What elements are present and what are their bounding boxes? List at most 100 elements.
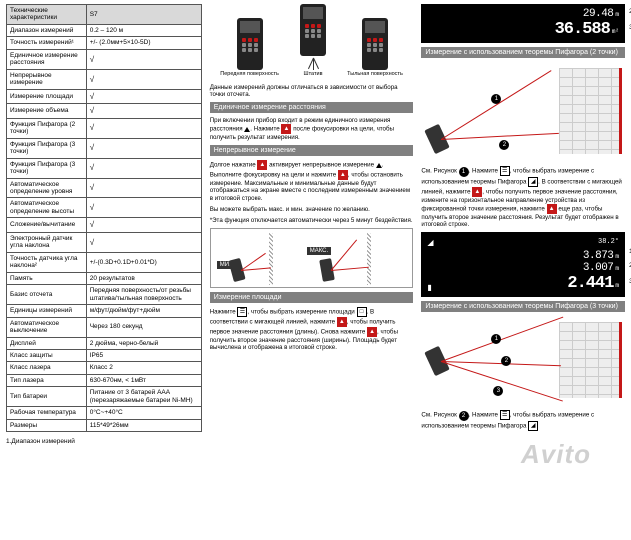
spec-row-label: Автоматическое определение высоты: [7, 198, 87, 218]
spec-row-label: Диапазон измерений: [7, 24, 87, 36]
text: См. Рисунок: [421, 168, 457, 175]
spec-row-label: Измерение объема: [7, 104, 87, 118]
max-caption: МАКС.: [307, 247, 331, 255]
spec-row-label: Рабочая температура: [7, 407, 87, 419]
measure-button-icon: ▲: [472, 187, 482, 197]
text: Нажмите: [210, 309, 236, 316]
pyth2-para: См. Рисунок 1. Нажмите ☰, чтобы выбрать …: [421, 166, 625, 228]
spec-row-label: Функция Пифагора (2 точки): [7, 118, 87, 138]
mode-button-icon: ☰: [500, 410, 510, 420]
spec-row-value: 0°C~+40°C: [86, 407, 201, 419]
lcd-value: 3.873: [583, 250, 614, 262]
spec-row-value: 0.2 – 120 м: [86, 24, 201, 36]
spec-row-label: Точность датчика угла наклона²: [7, 252, 87, 272]
point-badge: 1: [491, 334, 501, 344]
lcd-value: 3.007: [583, 262, 614, 274]
spec-row-label: Память: [7, 272, 87, 284]
spec-row-label: Единичное измерение расстояния: [7, 49, 87, 69]
spec-row-value: 115*49*26мм: [86, 419, 201, 431]
point-badge: 2: [499, 140, 509, 150]
measure-button-icon: ▲: [367, 327, 377, 337]
spec-row-value: [86, 118, 201, 138]
min-max-illustration: МИН. МАКС.: [210, 228, 414, 288]
unit: m: [615, 11, 619, 18]
section-title: Измерение с использованием теоремы Пифаг…: [421, 301, 625, 312]
spec-row-label: Класс лазера: [7, 362, 87, 374]
spec-row-value: [86, 49, 201, 69]
text: Долгое нажатие: [210, 162, 256, 169]
measure-button-icon: ▲: [337, 317, 347, 327]
pyth-icon: ◢: [528, 177, 538, 187]
figure-ref-badge: 2: [459, 411, 469, 421]
figure-ref-badge: 1: [459, 167, 469, 177]
spec-table: Технические характеристики S7 Диапазон и…: [6, 4, 202, 432]
spec-row-label: Тип батареи: [7, 387, 87, 407]
spec-row-label: Единицы измерений: [7, 305, 87, 317]
pyth-icon: ◢: [528, 421, 538, 431]
spec-row-value: [86, 232, 201, 252]
lcd-value: 36.588: [555, 20, 610, 39]
section-title: Непрерывное измерение: [210, 145, 414, 156]
spec-row-label: Дисплей: [7, 337, 87, 349]
spec-row-label: Непрерывное измерение: [7, 69, 87, 89]
lcd-value: 2.441: [567, 274, 613, 293]
spec-row-label: Электронный датчик угла наклона: [7, 232, 87, 252]
spec-row-value: [86, 218, 201, 232]
sec2-para2: Вы можете выбрать макс. и мин. значение …: [210, 206, 414, 213]
middle-column: Передняя поверхность Штатив: [210, 4, 414, 445]
measure-button-icon: ▲: [547, 204, 557, 214]
spec-footnote: 1.Диапазон измерений: [6, 438, 202, 445]
spec-row-value: Класс 2: [86, 362, 201, 374]
sec2-note: *Эта функция отключается автоматически ч…: [210, 217, 414, 224]
spec-row-value: [86, 104, 201, 118]
measure-button-icon: ▲: [338, 170, 348, 180]
device-icon: [237, 18, 263, 70]
device-icon: [362, 18, 388, 70]
single-measure-icon: [244, 127, 250, 132]
sec1-para: При включении прибор входит в режим един…: [210, 117, 414, 141]
spec-row-label: Измерение площади: [7, 89, 87, 103]
spec-row-value: Через 180 секунд: [86, 317, 201, 337]
measure-button-icon: ▲: [257, 160, 267, 170]
spec-row-label: Базис отсчета: [7, 285, 87, 305]
spec-row-value: 20 результатов: [86, 272, 201, 284]
device-basis-row: Передняя поверхность Штатив: [210, 4, 414, 78]
spec-row-label: Функция Пифагора (3 точки): [7, 138, 87, 158]
spec-row-label: Автоматическое определение уровня: [7, 178, 87, 198]
spec-row-label: Тип лазера: [7, 374, 87, 386]
point-badge: 3: [493, 386, 503, 396]
spec-header-model: S7: [86, 5, 201, 25]
spec-row-label: Размеры: [7, 419, 87, 431]
lcd-display-1: 29.48m 2-е значение 36.588m² 3-е значени…: [421, 4, 625, 43]
pyth3-para: См. Рисунок 2. Нажмите ☰, чтобы выбрать …: [421, 410, 625, 431]
lcd-value: 29.48: [583, 8, 614, 20]
spec-row-label: Автоматическое выключение: [7, 317, 87, 337]
point-badge: 2: [501, 356, 511, 366]
sec2-para: Долгое нажатие ▲ активирует непрерывное …: [210, 160, 414, 201]
spec-row-value: +/- (2.0мм+5×10-5D): [86, 37, 201, 49]
spec-row-label: Сложение/вычитание: [7, 218, 87, 232]
section-title: Измерение площади: [210, 292, 414, 303]
area-icon: □: [357, 307, 367, 317]
spec-row-value: 2 дюйма, черно-белый: [86, 337, 201, 349]
mode-button-icon: ☰: [500, 166, 510, 176]
spec-row-value: [86, 138, 201, 158]
lcd-display-2: ◢ 38.2° ▮ 3.873m 1-е значение 3.007m 2-е…: [421, 232, 625, 297]
right-column: 29.48m 2-е значение 36.588m² 3-е значени…: [421, 4, 625, 445]
text: активирует непрерывное измерение: [269, 162, 374, 169]
spec-row-value: [86, 89, 201, 103]
spec-table-column: Технические характеристики S7 Диапазон и…: [6, 4, 202, 445]
spec-row-label: Класс защиты: [7, 350, 87, 362]
text: . Нажмите: [469, 412, 498, 419]
basis-note: Данные измерений должны отличаться в зав…: [210, 84, 414, 98]
pyth-lcd-icon: ◢: [427, 238, 433, 248]
pythagoras-2pt-illustration: 1 2: [421, 66, 625, 158]
spec-row-value: [86, 69, 201, 89]
unit: m: [615, 253, 619, 260]
spec-row-value: Передняя поверхность/от резьбы штатива/т…: [86, 285, 201, 305]
spec-header-label: Технические характеристики: [7, 5, 87, 25]
unit: m²: [612, 28, 619, 35]
spec-row-value: +/-(0.3D+0.1D+0.01*D): [86, 252, 201, 272]
mode-button-icon: ☰: [237, 307, 247, 317]
section-title: Единичное измерение расстояния: [210, 102, 414, 113]
